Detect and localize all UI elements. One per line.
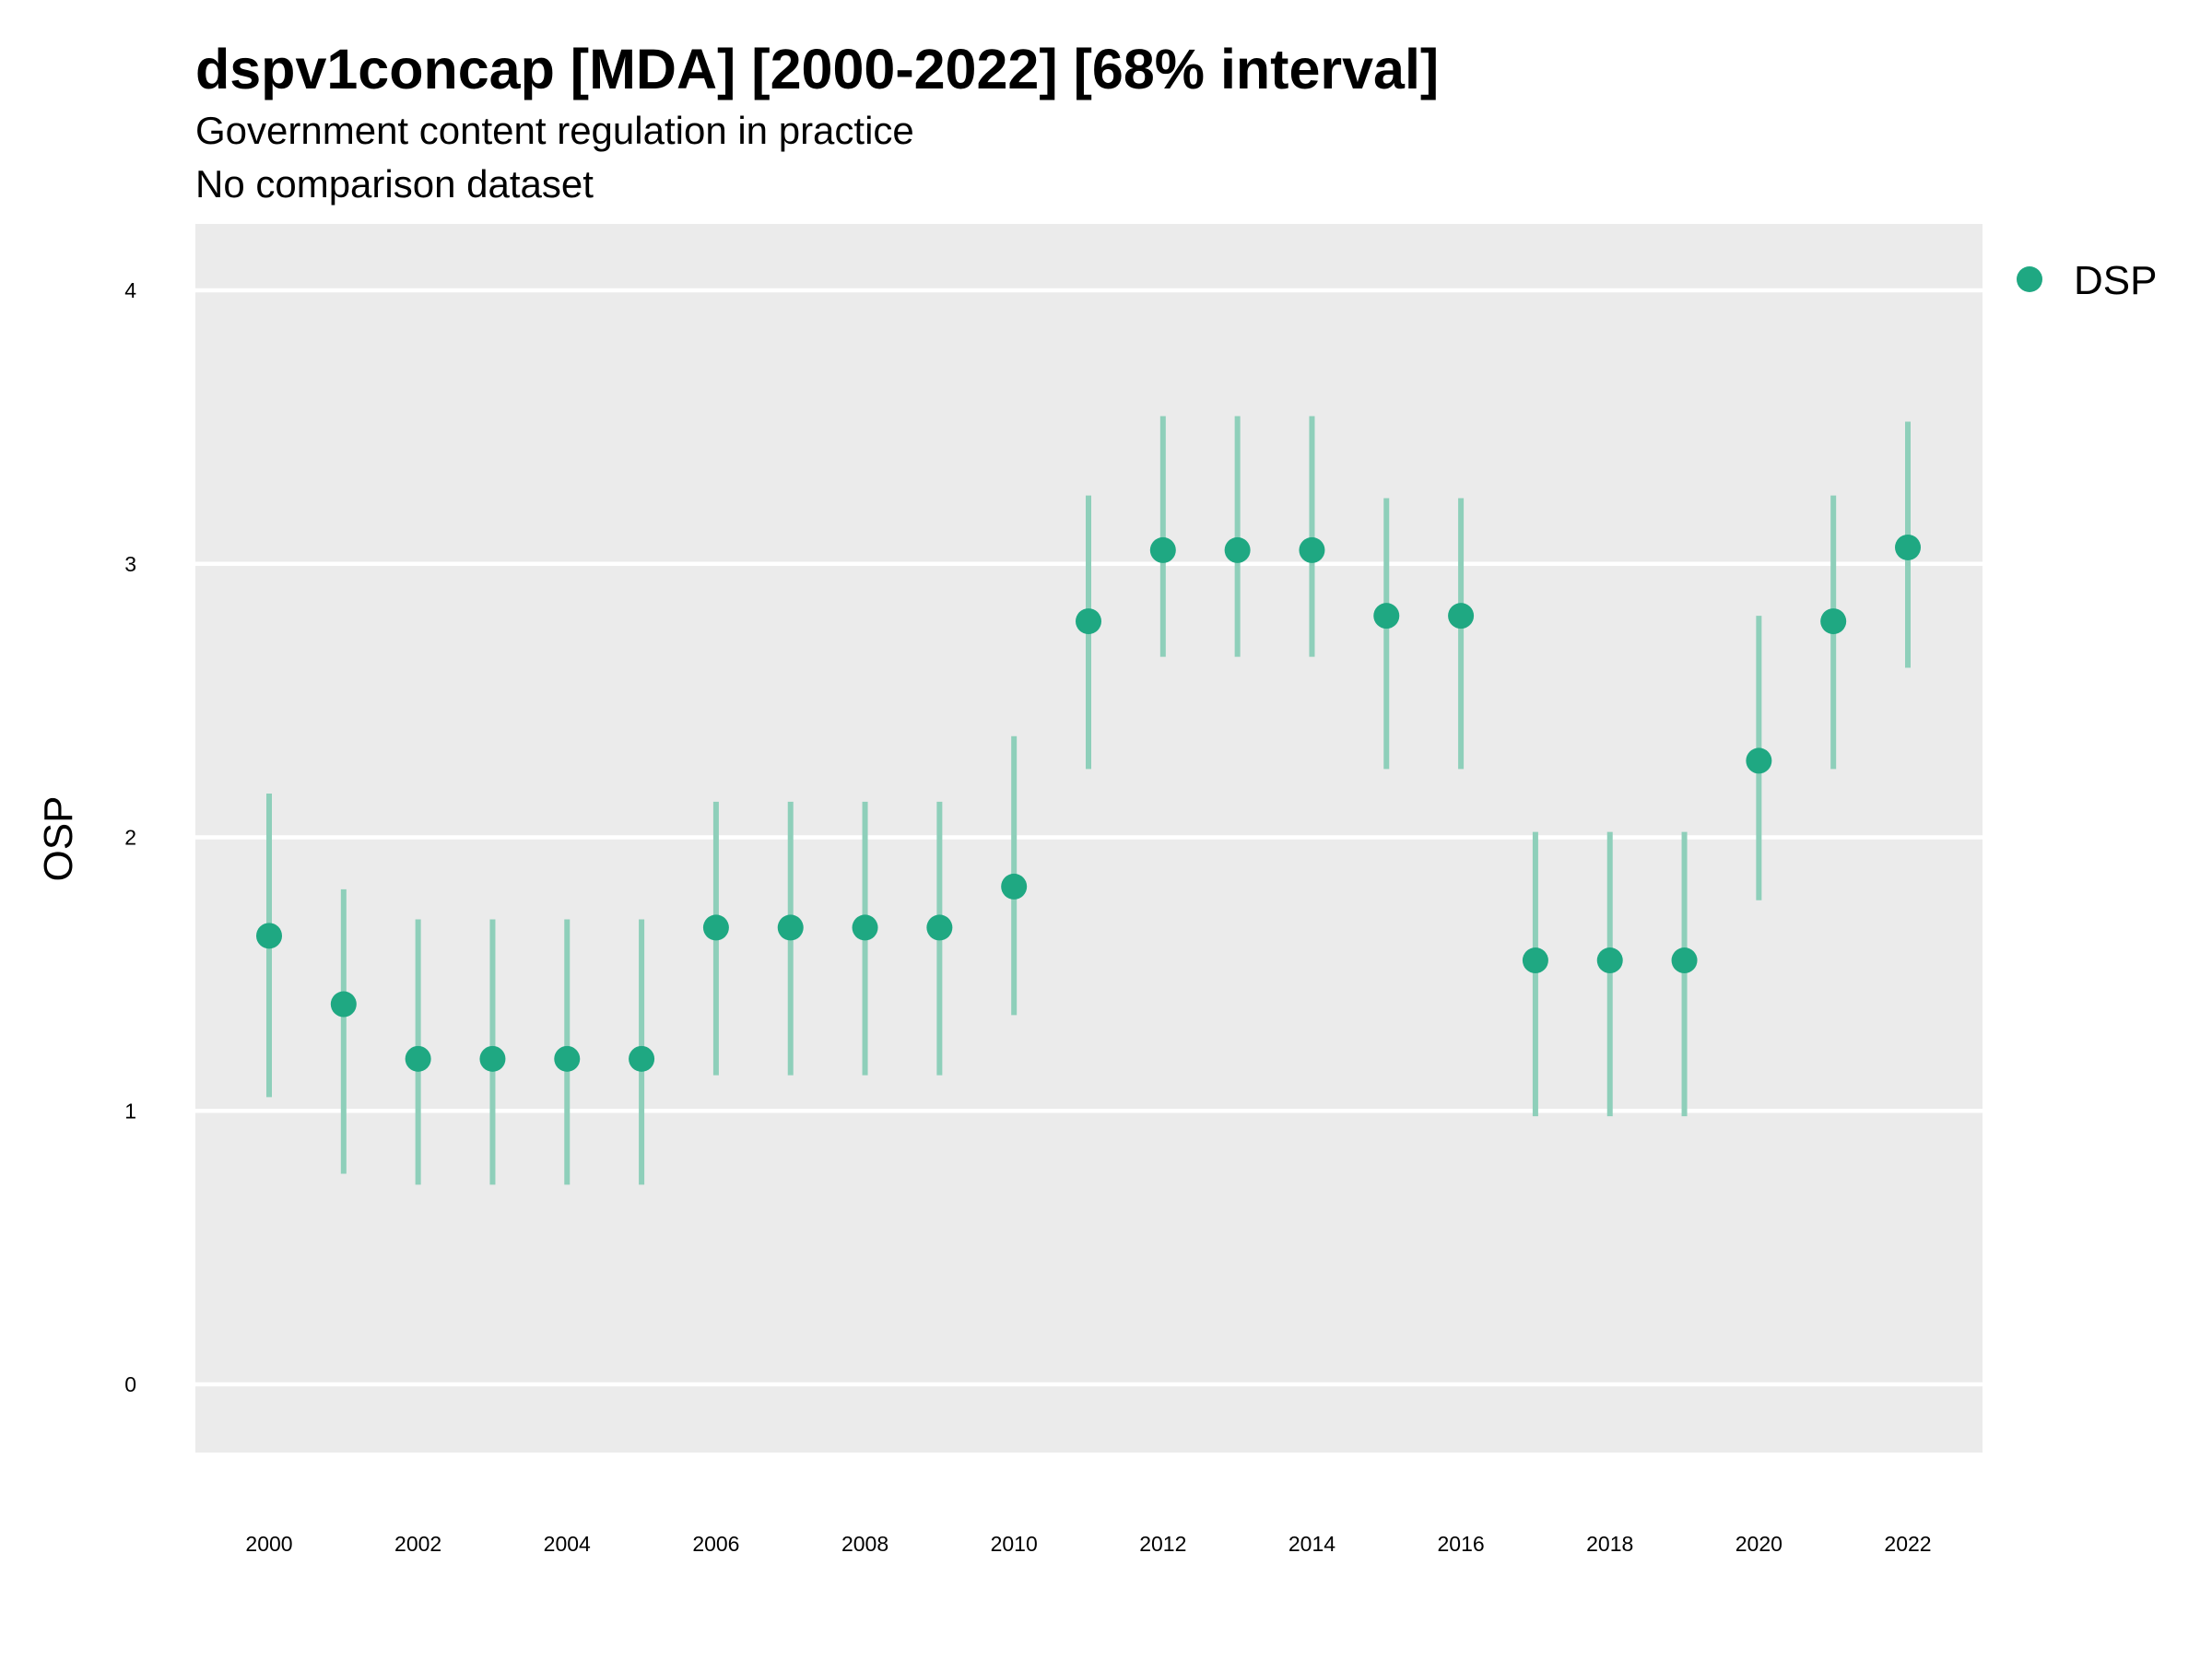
chart-title: dspv1concap [MDA] [2000-2022] [68% inter… — [195, 38, 1439, 100]
x-tick-label: 2002 — [394, 1532, 441, 1556]
data-point-2002 — [405, 1045, 431, 1072]
legend: DSP — [2017, 258, 2157, 303]
legend-swatch-dsp — [2017, 266, 2042, 292]
x-tick-label: 2008 — [841, 1532, 888, 1556]
data-point-2004 — [554, 1045, 581, 1072]
data-point-2018 — [1596, 947, 1623, 974]
x-tick-label: 2006 — [692, 1532, 739, 1556]
y-tick-label: 2 — [124, 826, 136, 850]
data-point-2016 — [1448, 603, 1475, 629]
data-point-2009 — [926, 914, 953, 941]
x-tick-label: 2004 — [544, 1532, 591, 1556]
data-point-2008 — [852, 914, 878, 941]
data-point-2019 — [1671, 947, 1698, 974]
y-tick-label: 3 — [124, 552, 136, 576]
data-point-2012 — [1149, 536, 1176, 563]
data-marks — [256, 416, 1921, 1185]
data-point-2005 — [629, 1045, 655, 1072]
x-tick-label: 2020 — [1735, 1532, 1783, 1556]
data-point-2020 — [1746, 747, 1772, 774]
x-tick-label: 2018 — [1586, 1532, 1633, 1556]
data-point-2013 — [1224, 536, 1251, 563]
chart-caption: No comparison dataset — [195, 162, 594, 206]
data-point-2000 — [256, 923, 282, 949]
data-point-2003 — [479, 1045, 506, 1072]
y-axis-label: OSP — [36, 796, 81, 882]
y-tick-labels: 0 1 2 3 4 — [124, 278, 136, 1396]
x-tick-label: 2000 — [245, 1532, 292, 1556]
data-point-2021 — [1820, 608, 1847, 635]
x-tick-labels: 2000 2002 2004 2006 2008 2010 2012 2014 2016 2018… — [245, 1532, 1931, 1556]
data-point-2007 — [777, 914, 804, 941]
data-point-2014 — [1299, 536, 1325, 563]
y-tick-label: 0 — [124, 1372, 136, 1396]
data-point-2006 — [702, 914, 729, 941]
data-point-2015 — [1373, 603, 1400, 629]
x-tick-label: 2016 — [1438, 1532, 1485, 1556]
chart-subtitle: Government content regulation in practic… — [195, 109, 914, 152]
data-point-2001 — [330, 991, 357, 1018]
legend-label-dsp: DSP — [2074, 258, 2157, 303]
y-tick-label: 4 — [124, 278, 136, 302]
y-tick-label: 1 — [124, 1099, 136, 1123]
data-point-2017 — [1522, 947, 1548, 974]
data-point-2010 — [1001, 873, 1028, 900]
x-tick-label: 2022 — [1884, 1532, 1931, 1556]
x-tick-label: 2012 — [1139, 1532, 1186, 1556]
x-tick-label: 2010 — [991, 1532, 1038, 1556]
x-tick-label: 2014 — [1288, 1532, 1335, 1556]
data-point-2011 — [1076, 608, 1101, 635]
data-point-2022 — [1895, 534, 1921, 560]
